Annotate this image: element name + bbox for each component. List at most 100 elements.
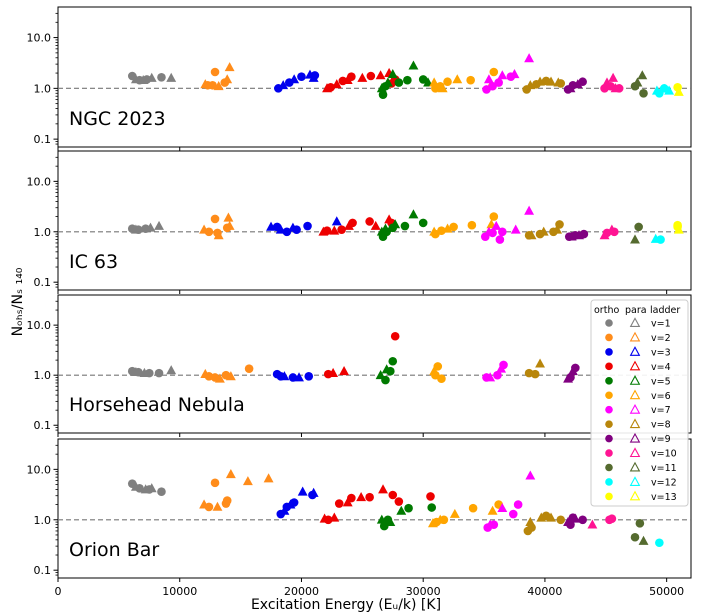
point-para (213, 230, 224, 240)
legend-label: v=2 (651, 333, 671, 344)
panel-label: Orion Bar (69, 539, 159, 561)
point-para (509, 68, 520, 79)
point-para (263, 473, 274, 483)
point-ortho (418, 75, 428, 84)
legend-marker-para (629, 418, 641, 429)
panels: 0.1 1.0 10.0 NGC 2023 0.1 1.0 10.0 IC 63 0.1 1.0 1… (27, 6, 692, 582)
point-para (485, 519, 496, 529)
series-v-4 (318, 214, 396, 236)
point-para (637, 70, 648, 80)
y-tick-label: 1.0 (34, 226, 52, 239)
y-tick-label: 10.0 (27, 32, 52, 45)
point-para (610, 83, 621, 93)
legend-label: v=10 (651, 449, 677, 460)
series-v-9 (563, 363, 580, 383)
point-para (285, 499, 296, 509)
series-v-12 (651, 84, 675, 98)
point-ortho (303, 221, 312, 231)
point-para (199, 499, 210, 509)
point-para (154, 220, 164, 230)
series-v-1 (127, 479, 166, 497)
point-para (429, 226, 440, 236)
point-ortho (365, 492, 374, 502)
x-tick-label: 50000 (649, 585, 684, 598)
legend-marker-para (629, 346, 641, 356)
legend-label: v=12 (651, 477, 677, 488)
point-para (429, 366, 440, 376)
series-v-6 (429, 362, 446, 384)
series-v-12 (655, 538, 664, 548)
point-ortho (365, 217, 374, 226)
point-para (279, 505, 290, 515)
panel-frame (57, 294, 692, 434)
point-para (553, 77, 564, 87)
panel-label: Horsehead Nebula (69, 394, 245, 416)
y-tick-label: 1.0 (34, 369, 52, 382)
point-para (288, 222, 298, 232)
legend-label: v=8 (651, 420, 671, 431)
legend-label: v=11 (651, 463, 677, 474)
point-ortho (378, 90, 388, 99)
point-para (638, 535, 649, 545)
legend-marker-ortho (605, 434, 613, 443)
point-ortho (467, 220, 477, 230)
point-para (572, 79, 583, 89)
point-para (538, 226, 549, 236)
x-axis: 0 10000 20000 30000 40000 50000 (55, 585, 685, 598)
legend-marker-ortho (605, 333, 613, 342)
series-v-1 (127, 220, 164, 234)
point-para (146, 72, 157, 82)
series-v-8 (524, 358, 545, 379)
series-v-4 (319, 484, 435, 525)
point-ortho (418, 218, 428, 228)
point-ortho (427, 503, 437, 512)
point-para (357, 72, 368, 82)
point-para (485, 372, 496, 382)
point-para (297, 486, 308, 496)
point-para (200, 79, 211, 89)
point-para (630, 234, 640, 244)
point-para (356, 492, 367, 502)
point-ortho (426, 492, 435, 501)
point-para (651, 85, 662, 95)
point-para (524, 53, 535, 63)
point-para (130, 224, 141, 234)
legend-marker-ortho (605, 348, 613, 356)
point-ortho (334, 499, 344, 508)
point-ortho (513, 500, 523, 509)
point-ortho (404, 503, 413, 513)
x-axis-title: Excitation Energy (Eᵤ/k) [K] (251, 597, 441, 612)
series-v-3 (272, 369, 314, 382)
point-para (331, 79, 342, 89)
legend-marker-para (629, 447, 641, 458)
series-v-8 (524, 220, 564, 240)
point-para (130, 74, 141, 84)
point-para (224, 220, 235, 230)
series-v-13 (673, 82, 684, 96)
x-tick-label: 10000 (162, 585, 197, 598)
series-v-1 (127, 71, 177, 85)
legend-marker-ortho (605, 478, 613, 486)
point-para (664, 85, 675, 95)
series-v-5 (376, 60, 434, 99)
point-para (139, 367, 150, 378)
series-v-5 (376, 209, 428, 241)
point-para (384, 214, 395, 224)
point-para (200, 368, 211, 379)
point-ortho (379, 521, 389, 531)
point-ortho (508, 509, 518, 519)
point-ortho (468, 503, 478, 513)
point-para (525, 516, 536, 526)
point-para (525, 470, 536, 480)
point-para (342, 74, 353, 85)
point-para (565, 83, 576, 93)
legend-marker-ortho (605, 319, 613, 327)
series-v-2 (199, 212, 235, 240)
point-ortho (210, 478, 220, 488)
legend-marker-para (629, 317, 641, 327)
series-v-11 (630, 519, 649, 545)
point-para (483, 74, 494, 84)
point-para (130, 366, 141, 377)
point-ortho (394, 78, 404, 87)
